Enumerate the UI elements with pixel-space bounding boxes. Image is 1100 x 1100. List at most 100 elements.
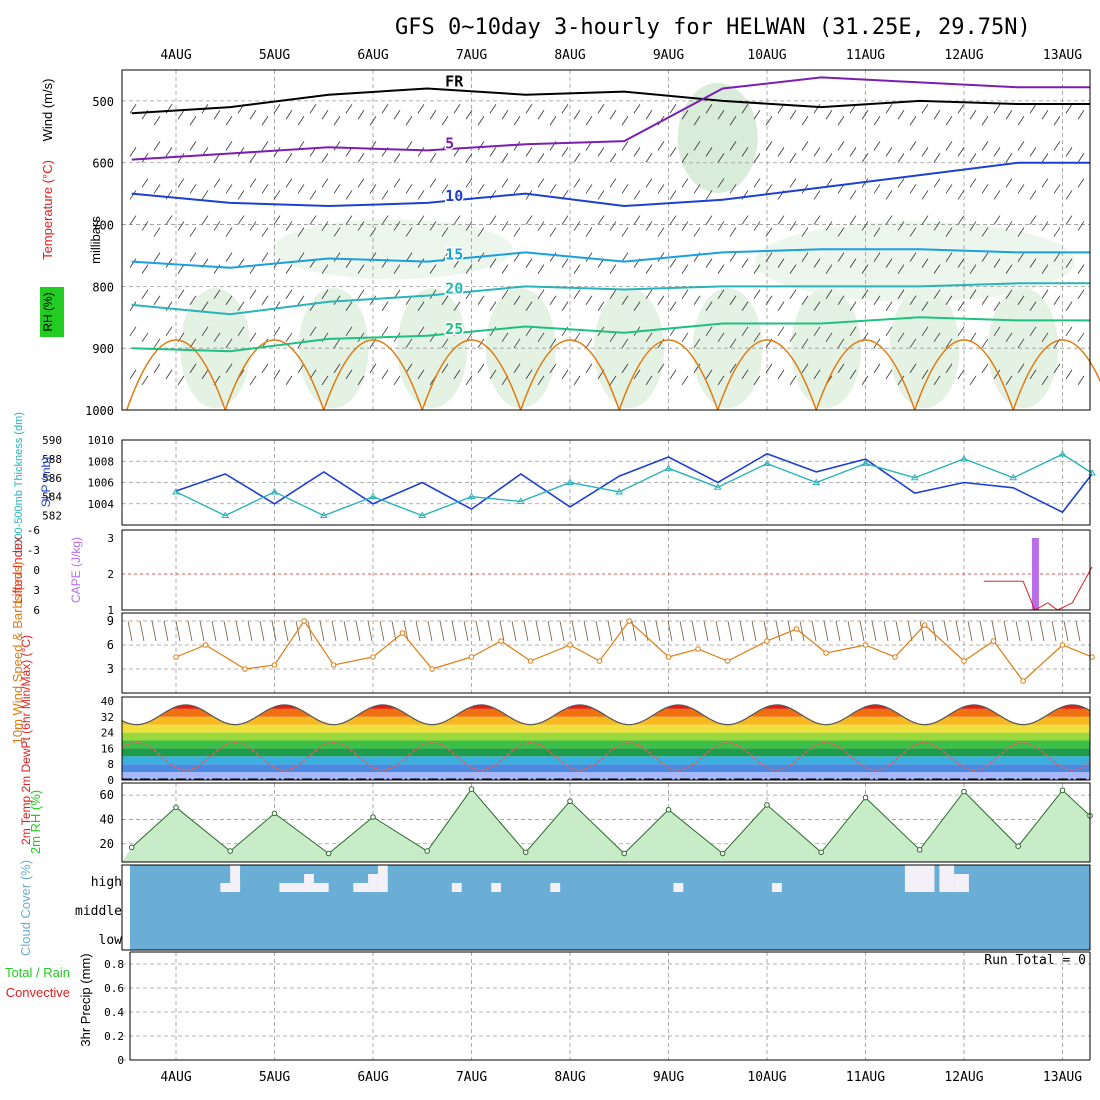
surface-temp-contour: [1012, 339, 1100, 411]
wind-barb: [1053, 141, 1061, 151]
wind-barb: [849, 190, 857, 200]
wind-barb: [849, 326, 857, 337]
surface-wind-barb: [751, 620, 757, 642]
wind-barb: [957, 326, 965, 337]
wind-barb: [141, 375, 149, 386]
wind-speed-marker: [961, 658, 967, 664]
high-cloud-bar: [904, 865, 935, 892]
wind-barb: [849, 301, 857, 311]
date-label-top: 8AUG: [554, 48, 585, 63]
wind-barb: [933, 289, 941, 299]
temp-band: [122, 764, 1090, 773]
wind-barb: [945, 363, 953, 374]
chart-title: GFS 0~10day 3-hourly for HELWAN (31.25E,…: [395, 15, 1031, 40]
wind-barb: [333, 227, 341, 237]
surface-wind-barb: [1027, 620, 1033, 642]
wind-barb: [261, 252, 269, 262]
wind-barb: [357, 289, 365, 299]
wind-barb: [309, 104, 317, 114]
wind-barb: [129, 258, 137, 268]
wind-barb: [513, 363, 521, 374]
date-label-bottom: 6AUG: [357, 1070, 388, 1085]
wind-barb: [825, 110, 833, 120]
wind-barb: [921, 190, 929, 200]
wind-barb: [501, 110, 509, 120]
wind-speed-marker: [527, 658, 534, 664]
rh-marker: [818, 849, 824, 856]
wind-barb: [825, 332, 833, 343]
precip-tick-label: 0.8: [104, 958, 124, 971]
wind-barb: [921, 258, 929, 268]
thickness-marker: [516, 497, 525, 504]
wind-barb: [393, 110, 401, 120]
surface-wind-barb: [931, 620, 937, 642]
wind-barb: [729, 338, 737, 349]
surface-temp-contour: [914, 339, 1014, 411]
wind-barb: [177, 178, 185, 188]
wind-barb: [585, 295, 593, 305]
wind-barb: [789, 178, 797, 188]
wind-barb: [873, 252, 881, 262]
wind-barb: [393, 178, 401, 188]
precip-ylabel: 3hr Precip (mm): [78, 953, 93, 1046]
surface-wind-barb: [775, 620, 781, 642]
thickness-marker: [615, 487, 624, 495]
wind-barb: [801, 252, 809, 262]
wind-barb: [525, 104, 533, 114]
rh-marker: [764, 802, 770, 808]
wind-barb: [237, 215, 245, 225]
contour-label: 25: [445, 320, 463, 338]
wind-barb: [909, 116, 917, 126]
wind-barb: [165, 215, 173, 225]
dewpoint-line: [121, 741, 1091, 771]
wind-barb: [813, 369, 821, 380]
wind-barb: [513, 116, 521, 126]
wind-barb: [1017, 227, 1025, 237]
wind-barb: [1017, 141, 1025, 151]
wind-barb: [741, 369, 749, 380]
wind-barb: [741, 258, 749, 268]
wind-barb: [825, 264, 833, 274]
wind-barb: [561, 301, 569, 311]
wind-speed-marker: [330, 662, 337, 668]
surface-wind-barb: [439, 620, 445, 642]
thickness-tick-label: 590: [42, 434, 62, 447]
li-tick-label: 3: [33, 584, 40, 597]
cape-tick-label: 1: [107, 604, 114, 617]
high-cloud-bar: [550, 883, 561, 892]
surface-wind-barb: [859, 620, 865, 642]
surface-wind-barb: [1051, 620, 1057, 642]
wind-tick-label: 3: [107, 662, 114, 676]
rh-area: [122, 789, 1090, 862]
wind-barb: [933, 375, 941, 386]
surface-temp-contour: [126, 339, 226, 411]
pressure-tick-label: 700: [92, 219, 114, 233]
wind-barb: [369, 227, 377, 237]
wind-barb: [633, 369, 641, 380]
wind-barb: [729, 141, 737, 151]
contour-label: 5: [445, 134, 454, 152]
surface-wind-barb: [847, 620, 853, 642]
wind-barb: [489, 301, 497, 311]
wind-barb: [933, 178, 941, 188]
wind-barb: [681, 110, 689, 120]
wind-barb: [525, 258, 533, 268]
surface-wind-barb: [1063, 620, 1069, 642]
date-label-bottom: 10AUG: [747, 1070, 786, 1085]
high-cloud-bar: [939, 865, 955, 892]
wind-barb: [273, 369, 281, 380]
wind-barb: [213, 221, 221, 231]
wind-barb: [861, 264, 869, 274]
wind-barb: [609, 110, 617, 120]
precip-tick-label: 0.2: [104, 1030, 124, 1043]
surface-wind-barb: [907, 620, 913, 642]
wind-barb: [633, 147, 641, 157]
wind-barb: [789, 153, 797, 163]
wind-barb: [1017, 295, 1025, 305]
high-cloud-bar: [377, 865, 388, 892]
wind-barb: [309, 215, 317, 225]
thickness-marker: [910, 473, 919, 481]
temp-band: [122, 724, 1090, 733]
wind-barb: [417, 369, 425, 380]
thickness-marker: [418, 511, 427, 519]
